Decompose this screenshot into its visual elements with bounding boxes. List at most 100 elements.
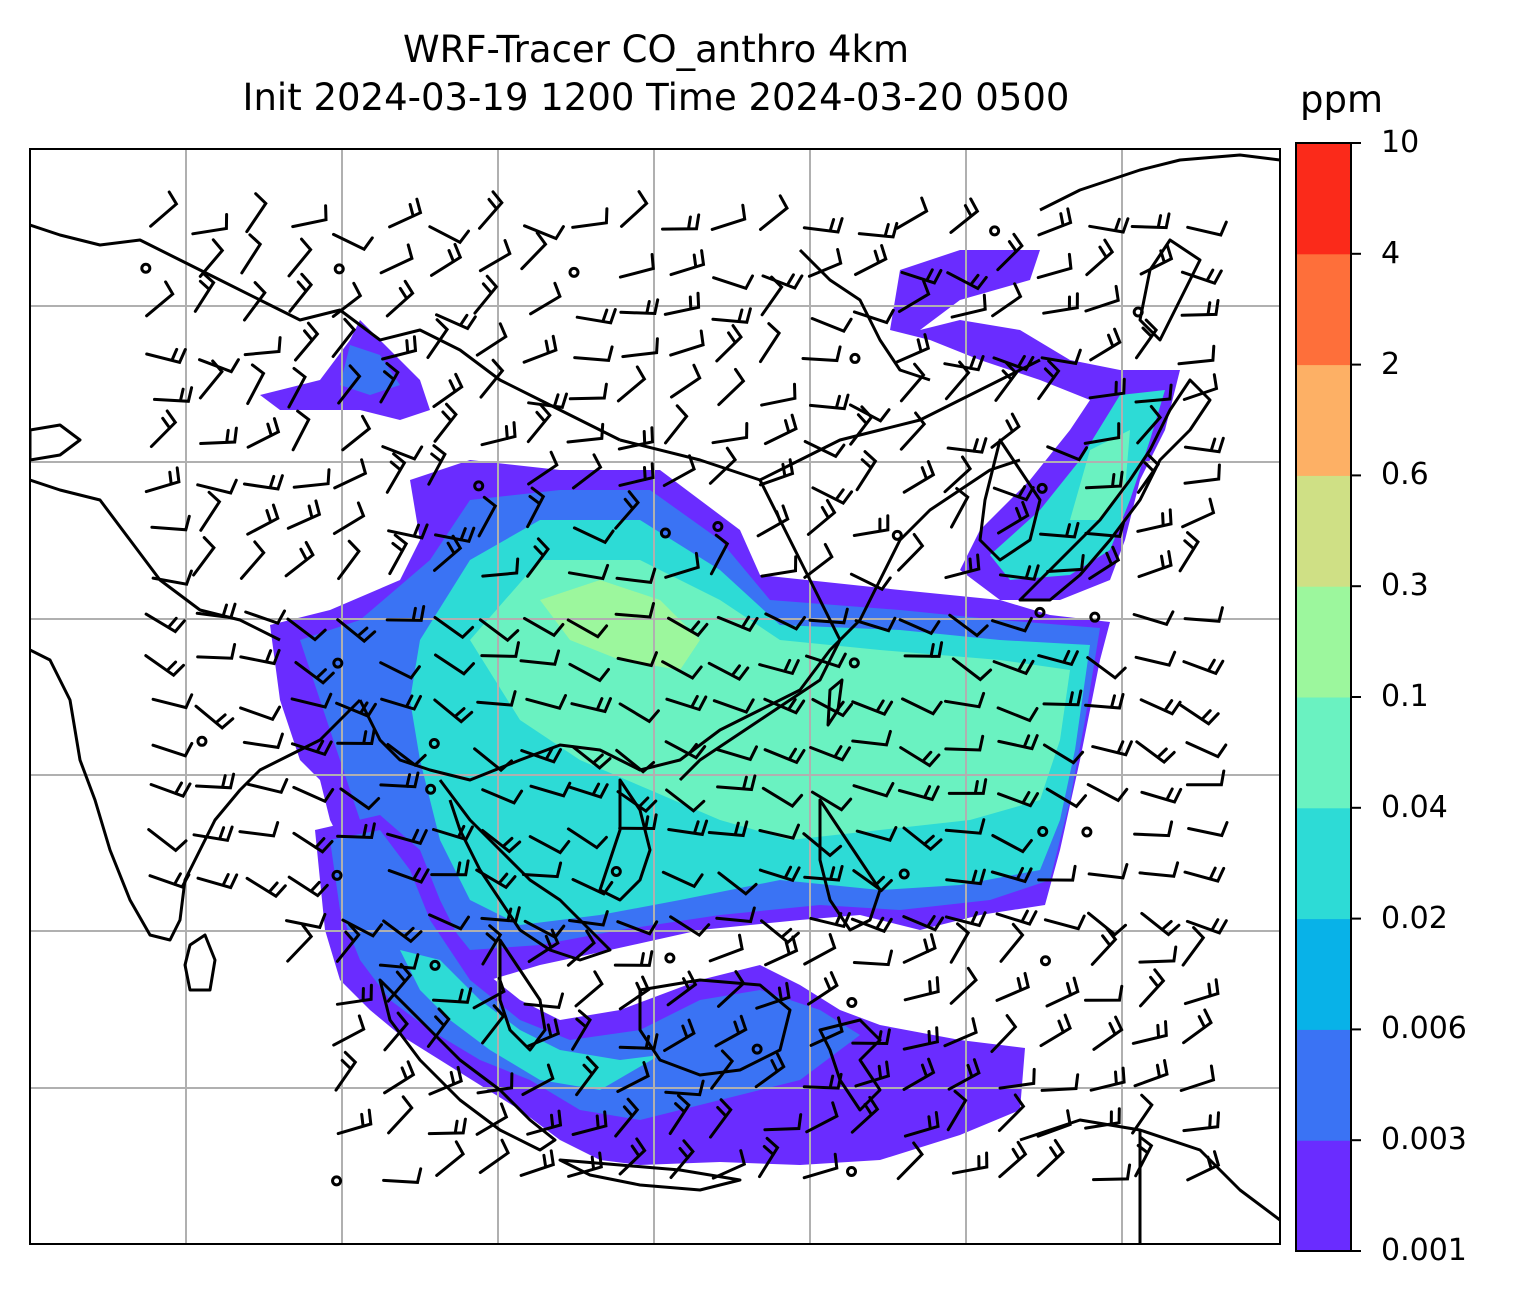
calm-marker: [891, 529, 903, 541]
wind-barb: [477, 495, 498, 538]
wind-barb: [341, 414, 372, 452]
wind-barb: [575, 1055, 599, 1097]
wind-barb: [1085, 470, 1124, 490]
wind-barb: [568, 662, 610, 683]
wind-barb: [944, 734, 985, 752]
plume-south-3: [400, 950, 660, 1090]
wind-barb: [434, 526, 476, 544]
wind-barb: [850, 916, 893, 934]
wind-barb: [991, 616, 1033, 633]
colorbar-segment: [1296, 475, 1351, 587]
wind-barb: [1084, 984, 1124, 1002]
wind-barb: [195, 772, 236, 790]
wind-barb: [292, 831, 334, 854]
wind-barb: [291, 204, 328, 229]
wind-barb: [667, 819, 709, 837]
title-line-1: WRF-Tracer CO_anthro 4km: [402, 28, 909, 71]
wind-barb: [1090, 926, 1118, 966]
wind-barb: [763, 747, 806, 765]
wind-barb: [575, 308, 617, 325]
wind-barb: [433, 616, 475, 640]
wind-barb: [618, 1033, 659, 1050]
wind-barb: [331, 317, 357, 358]
wind-barb: [614, 602, 655, 619]
wind-barb: [946, 437, 988, 454]
wind-barb: [1084, 521, 1125, 539]
calm-marker: [1036, 482, 1048, 494]
wind-barb: [802, 1152, 839, 1180]
wind-barb: [667, 616, 709, 638]
wind-barb: [895, 333, 931, 364]
wind-barb: [755, 981, 791, 1010]
wind-barb: [1046, 445, 1089, 462]
calm-markers: [140, 225, 1144, 1187]
wind-barb: [803, 542, 834, 579]
wind-barb: [1182, 373, 1219, 401]
wind-barb: [1140, 787, 1183, 804]
calm-marker: [1039, 955, 1051, 967]
wind-barb: [341, 918, 383, 938]
wind-barb: [472, 976, 506, 1010]
wind-barb: [379, 243, 414, 275]
wind-barb: [566, 618, 609, 639]
wind-barb: [287, 237, 313, 278]
wind-barb: [478, 239, 512, 273]
wind-barb: [1089, 1066, 1126, 1092]
coastline-philippines: [818, 798, 882, 932]
plume-south: [315, 815, 1025, 1165]
colorbar-tick-label: 0.6: [1381, 457, 1429, 493]
wind-barb: [246, 363, 266, 405]
wind-barb: [902, 933, 937, 964]
wind-barb: [572, 526, 615, 545]
wind-barb: [246, 778, 289, 795]
wind-barb: [1135, 740, 1176, 765]
colorbar-segment: [1296, 364, 1351, 476]
wind-barb: [947, 778, 988, 795]
wind-barb: [947, 1058, 981, 1091]
colorbar-tick-label: 0.001: [1381, 1233, 1467, 1268]
wind-barb: [287, 366, 307, 409]
wind-barb: [382, 1167, 423, 1184]
wind-barb: [333, 458, 368, 490]
wind-barb: [710, 203, 747, 231]
wind-barb: [522, 334, 558, 364]
wind-barb: [951, 1151, 989, 1175]
wind-barb: [716, 615, 759, 633]
wind-barb: [427, 1117, 467, 1136]
wind-barb: [245, 192, 268, 234]
wind-barb: [481, 829, 522, 854]
calm-marker: [425, 783, 437, 795]
wind-barb: [1037, 864, 1077, 882]
wind-barb: [1085, 238, 1115, 277]
wind-barb: [616, 1061, 650, 1093]
wind-barb: [666, 970, 698, 1007]
wind-barb: [898, 618, 941, 636]
calm-marker: [428, 738, 440, 750]
wind-barb: [951, 657, 993, 682]
wind-barb: [716, 745, 758, 762]
wind-barb: [897, 533, 925, 572]
wind-barb: [997, 791, 1039, 808]
wind-barb: [1135, 318, 1159, 360]
border-line-1: [30, 478, 281, 642]
wind-barb: [758, 458, 795, 487]
coastline-india: [30, 648, 362, 942]
wind-barb: [144, 466, 181, 494]
coastline-vietnam: [598, 778, 652, 902]
wind-barb: [1136, 453, 1160, 494]
wind-barb: [528, 835, 571, 855]
wind-barb: [709, 1098, 733, 1139]
wind-barb: [664, 404, 689, 445]
wind-barb: [149, 781, 192, 798]
wind-barb: [669, 249, 706, 277]
wind-barb: [571, 745, 612, 770]
wind-barb: [1042, 689, 1083, 707]
wind-barb: [992, 658, 1035, 676]
coastline-malaysia: [498, 938, 547, 1052]
wind-barb: [616, 365, 647, 403]
wind-barb: [665, 788, 706, 813]
wind-barb: [380, 694, 422, 711]
wind-barb: [764, 935, 799, 967]
wind-barb: [520, 231, 548, 271]
wind-barb: [852, 781, 895, 798]
